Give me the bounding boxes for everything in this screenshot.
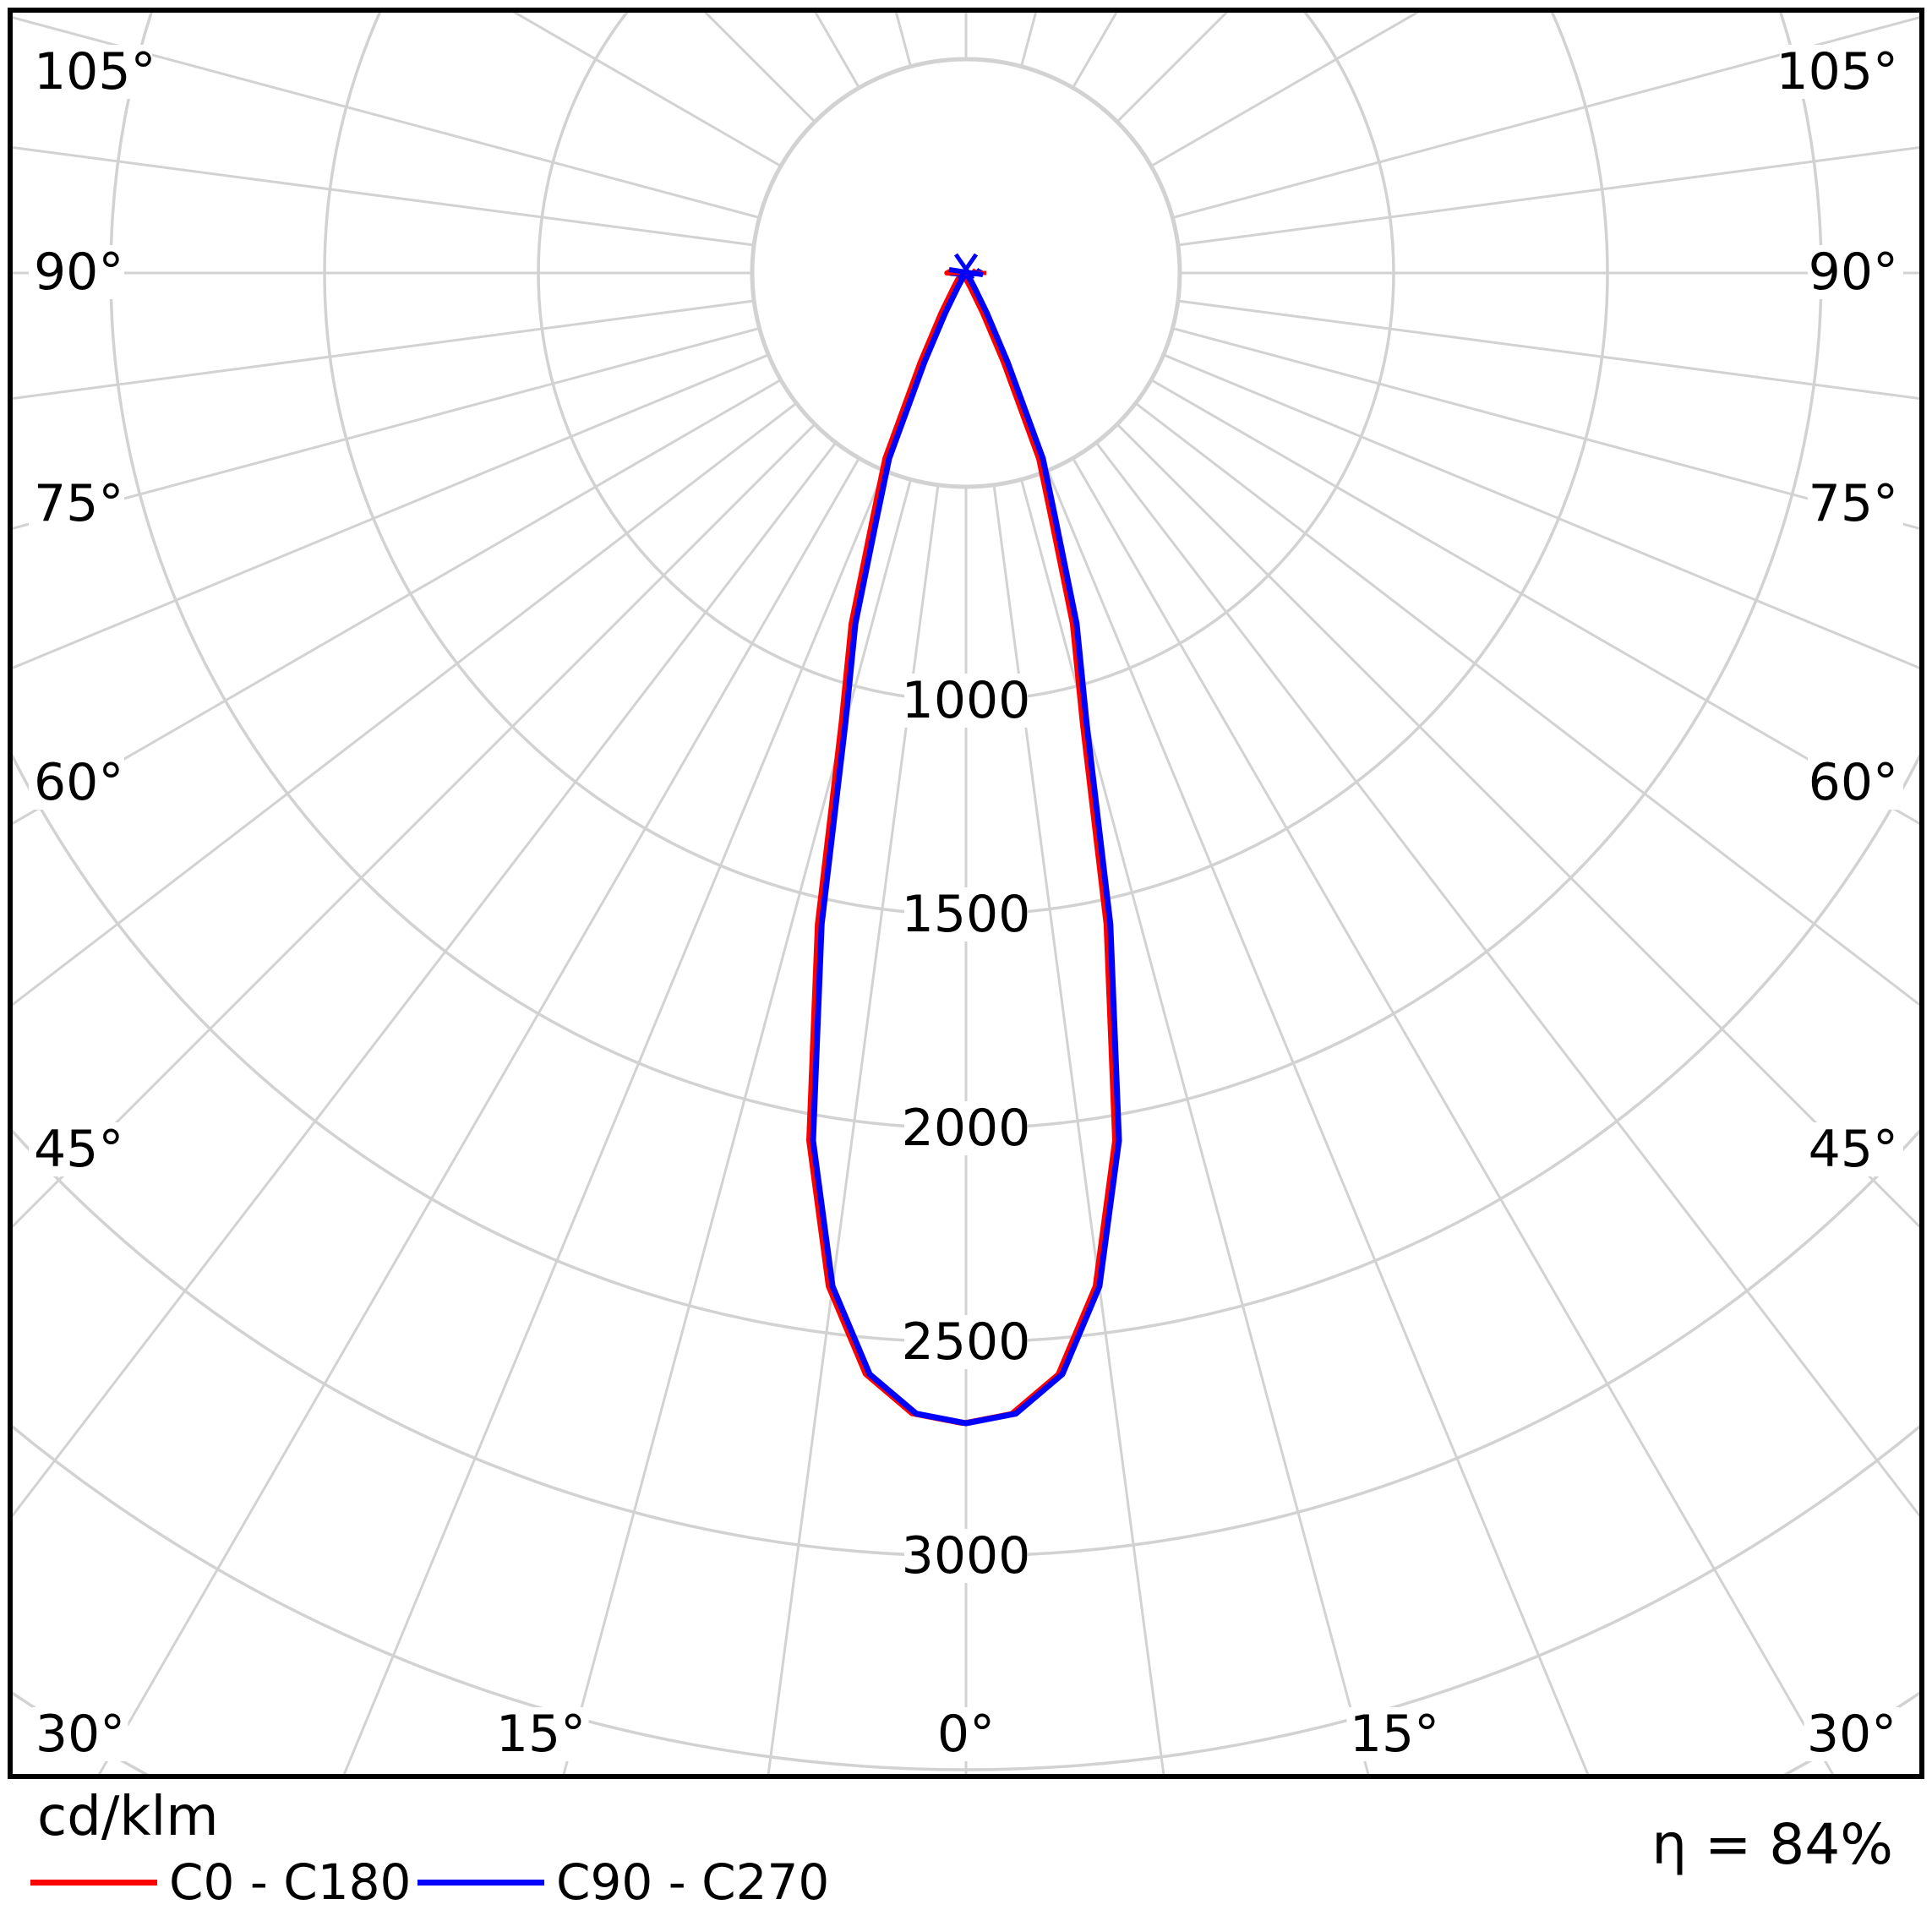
grid-spoke-major (10, 379, 782, 827)
grid-spoke-minor (767, 484, 940, 1776)
angle-label-bottom-3-15: 15° (1350, 1705, 1439, 1764)
angle-label-right-45: 45° (1809, 1120, 1898, 1179)
grid-spoke-minor (1177, 145, 1922, 247)
angle-label-bottom-0-30-bg (32, 1707, 128, 1761)
grid-spoke-minor (10, 353, 769, 671)
efficiency-label: η = 84% (1651, 1812, 1893, 1877)
grid-spoke-minor (1046, 470, 1591, 1776)
grid-spoke-minor (341, 470, 886, 1776)
radial-tick-label-2500: 2500 (902, 1313, 1031, 1372)
radial-tick-label-1500: 1500 (902, 885, 1031, 944)
angle-label-bottom-1-15-bg (493, 1707, 589, 1761)
angle-label-left-75-bg (29, 477, 124, 531)
grid-spoke-major (1116, 423, 1922, 1231)
radial-tick-label-2500-bg (904, 1315, 1028, 1369)
grid-spoke-minor (10, 441, 838, 1521)
grid-spoke-minor (10, 401, 798, 1008)
grid-spoke-major (1171, 327, 1922, 531)
grid-spoke-major (561, 478, 912, 1776)
angle-label-right-75-bg (1808, 477, 1903, 531)
angle-label-left-75: 75° (34, 474, 123, 533)
angle-label-bottom-3-15-bg (1346, 1707, 1443, 1761)
origin-marker (946, 253, 986, 281)
grid-spoke-major (10, 15, 761, 219)
legend-line-c0-c180 (30, 1880, 157, 1886)
grid-spoke-minor (10, 145, 755, 247)
angle-label-bottom-0-30: 30° (35, 1705, 125, 1764)
grid-spoke-minor (992, 484, 1165, 1776)
angle-label-left-90: 90° (34, 243, 123, 302)
angle-label-left-60-bg (29, 756, 124, 810)
grid-spoke-major (96, 457, 860, 1776)
angle-label-left-105-bg (29, 45, 152, 99)
angle-label-bottom-4-30: 30° (1807, 1705, 1897, 1764)
legend-label-c0-c180: C0 - C180 (169, 1853, 412, 1911)
angle-label-bottom-2-0: 0° (937, 1705, 995, 1764)
radial-tick-label-1500-bg (904, 887, 1028, 941)
grid-spoke-major (508, 10, 782, 167)
angle-label-bottom-1-15: 15° (496, 1705, 586, 1764)
grid-spoke-major (1171, 15, 1922, 219)
grid-spoke-minor (10, 299, 755, 401)
angle-label-right-75: 75° (1809, 474, 1898, 533)
grid-spoke-major (1150, 379, 1922, 827)
radial-tick-label-3000: 3000 (902, 1526, 1031, 1585)
angle-label-left-105: 105° (34, 42, 156, 101)
radial-tick-label-3000-bg (904, 1529, 1028, 1583)
angle-label-right-105: 105° (1776, 42, 1898, 101)
radial-tick-label-2000-bg (904, 1101, 1028, 1155)
grid-spoke-minor (1177, 299, 1922, 401)
angle-label-left-45: 45° (34, 1120, 123, 1179)
radial-tick-label-2000: 2000 (902, 1099, 1031, 1158)
grid-spoke-major (1020, 478, 1371, 1776)
grid-spoke-major (1150, 10, 1424, 167)
grid-spoke-minor (1094, 441, 1922, 1521)
grid-spoke-major (1072, 457, 1836, 1776)
unit-label: cd/klm (37, 1786, 219, 1848)
angle-label-left-90-bg (29, 245, 124, 299)
radial-tick-label-1000-bg (904, 674, 1028, 728)
grid-spoke-minor (1163, 353, 1922, 671)
angle-label-left-45-bg (29, 1122, 124, 1176)
angle-label-right-60: 60° (1809, 753, 1898, 812)
angle-label-bottom-4-30-bg (1804, 1707, 1900, 1761)
angle-label-right-60-bg (1808, 756, 1903, 810)
angle-label-right-45-bg (1808, 1122, 1903, 1176)
legend-line-c90-c270 (418, 1880, 544, 1886)
angle-label-right-90: 90° (1809, 243, 1898, 302)
legend-label-c90-c270: C90 - C270 (556, 1853, 830, 1911)
grid-spoke-minor (1134, 401, 1922, 1008)
angle-label-right-105-bg (1780, 45, 1903, 99)
radial-tick-label-1000: 1000 (902, 671, 1031, 730)
angle-label-bottom-2-0-bg (932, 1707, 1000, 1761)
angle-label-right-90-bg (1808, 245, 1903, 299)
grid-spoke-major (10, 423, 816, 1231)
angle-label-left-60: 60° (34, 753, 123, 812)
grid-spoke-major (10, 327, 761, 531)
chart-frame (8, 8, 1924, 1779)
